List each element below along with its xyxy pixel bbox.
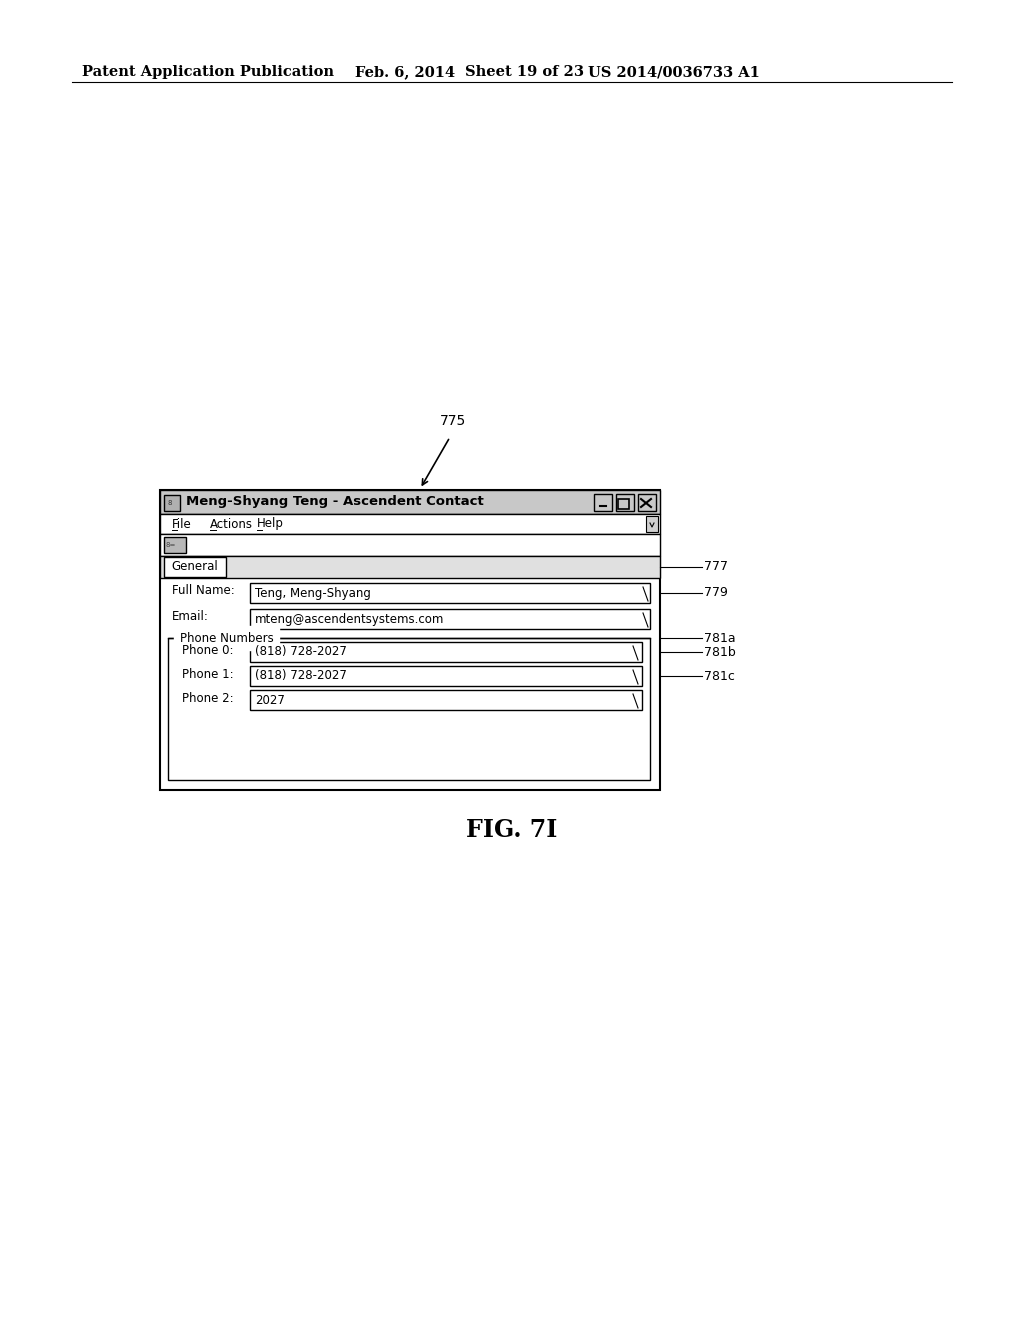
Bar	[618, 499, 629, 510]
Bar	[638, 494, 656, 511]
Text: Feb. 6, 2014: Feb. 6, 2014	[355, 65, 455, 79]
Text: 781a: 781a	[705, 631, 735, 644]
Text: Full Name:: Full Name:	[172, 585, 234, 598]
Bar	[164, 557, 226, 577]
Text: (818) 728-2027: (818) 728-2027	[255, 669, 347, 682]
Text: Actions: Actions	[210, 517, 253, 531]
Text: (818) 728-2027: (818) 728-2027	[255, 645, 347, 659]
Bar	[616, 494, 634, 511]
Text: 775: 775	[440, 414, 466, 428]
Bar	[250, 609, 650, 630]
Bar	[250, 642, 642, 663]
Text: 781b: 781b	[705, 645, 736, 659]
Bar	[594, 494, 612, 511]
Text: 8: 8	[167, 500, 171, 506]
Bar	[160, 490, 660, 789]
Bar	[160, 535, 660, 556]
Bar	[164, 495, 180, 511]
Text: Phone 2:: Phone 2:	[182, 693, 233, 705]
Text: Help: Help	[257, 517, 284, 531]
Text: Patent Application Publication: Patent Application Publication	[82, 65, 334, 79]
Bar	[160, 490, 660, 513]
Bar	[168, 638, 650, 780]
Bar	[250, 667, 642, 686]
Text: 779: 779	[705, 586, 728, 599]
Text: File: File	[172, 517, 191, 531]
Bar	[160, 513, 660, 535]
Text: 2027: 2027	[255, 693, 285, 706]
Bar	[250, 583, 650, 603]
Text: Teng, Meng-Shyang: Teng, Meng-Shyang	[255, 586, 371, 599]
Text: Phone 1:: Phone 1:	[182, 668, 233, 681]
Text: mteng@ascendentsystems.com: mteng@ascendentsystems.com	[255, 612, 444, 626]
Bar	[164, 537, 186, 553]
Text: General: General	[172, 561, 218, 573]
Text: Email:: Email:	[172, 610, 209, 623]
Text: Phone Numbers: Phone Numbers	[180, 631, 273, 644]
Text: Sheet 19 of 23: Sheet 19 of 23	[465, 65, 584, 79]
Bar	[646, 516, 658, 532]
Bar	[250, 690, 642, 710]
Text: FIG. 7I: FIG. 7I	[466, 818, 558, 842]
Text: Phone 0:: Phone 0:	[182, 644, 233, 657]
Text: 8=: 8=	[166, 543, 176, 548]
Text: US 2014/0036733 A1: US 2014/0036733 A1	[588, 65, 760, 79]
Bar	[160, 556, 660, 578]
Text: 777: 777	[705, 561, 728, 573]
Text: Meng-Shyang Teng - Ascendent Contact: Meng-Shyang Teng - Ascendent Contact	[186, 495, 483, 508]
Text: 781c: 781c	[705, 669, 735, 682]
